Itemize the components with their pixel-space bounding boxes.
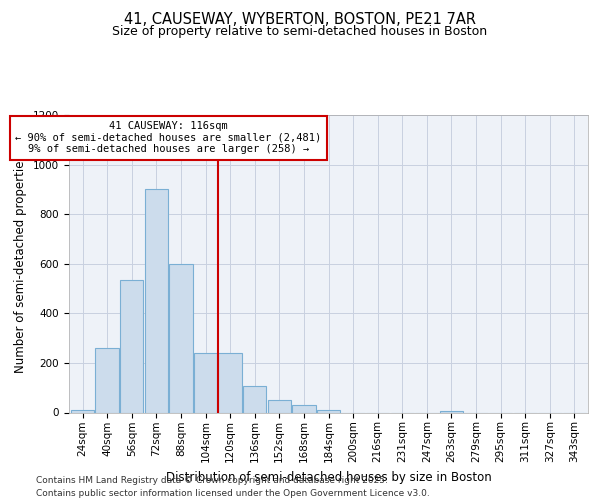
Bar — [169, 264, 193, 412]
Bar — [243, 386, 266, 412]
Text: Contains HM Land Registry data © Crown copyright and database right 2025.
Contai: Contains HM Land Registry data © Crown c… — [36, 476, 430, 498]
Bar — [317, 410, 340, 412]
Text: Size of property relative to semi-detached houses in Boston: Size of property relative to semi-detach… — [112, 25, 488, 38]
Text: 41, CAUSEWAY, WYBERTON, BOSTON, PE21 7AR: 41, CAUSEWAY, WYBERTON, BOSTON, PE21 7AR — [124, 12, 476, 28]
Bar — [268, 400, 291, 412]
Bar — [71, 410, 94, 412]
Bar — [194, 353, 217, 412]
Bar — [218, 353, 242, 412]
Text: 41 CAUSEWAY: 116sqm
← 90% of semi-detached houses are smaller (2,481)
9% of semi: 41 CAUSEWAY: 116sqm ← 90% of semi-detach… — [16, 121, 322, 154]
Y-axis label: Number of semi-detached properties: Number of semi-detached properties — [14, 154, 28, 373]
Bar — [95, 348, 119, 412]
X-axis label: Distribution of semi-detached houses by size in Boston: Distribution of semi-detached houses by … — [166, 470, 491, 484]
Bar — [145, 190, 168, 412]
Bar — [292, 405, 316, 412]
Bar — [120, 280, 143, 412]
